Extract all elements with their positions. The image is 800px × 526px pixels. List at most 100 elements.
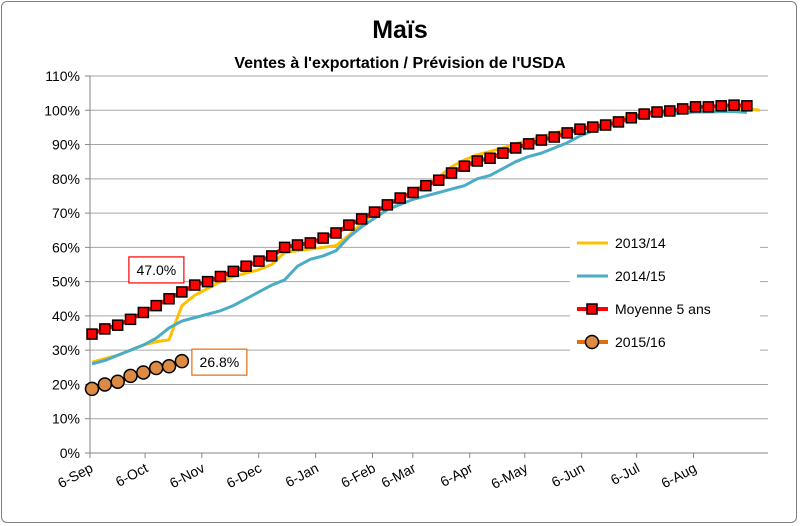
data-point: [343, 219, 355, 231]
x-tick-label: 6-Feb: [338, 459, 378, 490]
data-point: [304, 237, 317, 249]
legend-item: Moyenne 5 ans: [577, 301, 711, 317]
data-point: [574, 123, 586, 135]
x-tick-label: 6-Jul: [608, 460, 642, 488]
x-tick-label: 6-Jan: [283, 460, 321, 491]
series-2015-16: [84, 353, 190, 397]
y-tick-label: 20%: [52, 376, 80, 392]
x-tick-label: 6-Apr: [437, 459, 475, 489]
data-point: [278, 241, 291, 254]
data-point: [728, 99, 740, 111]
data-point: [86, 328, 98, 340]
series-line: [91, 103, 747, 336]
data-point: [355, 213, 368, 225]
data-point: [161, 359, 177, 374]
legend-label: 2015/16: [615, 334, 666, 350]
x-tick-label: 6-Aug: [658, 460, 698, 492]
data-point: [381, 199, 394, 211]
data-point: [240, 260, 252, 272]
data-point: [188, 279, 201, 291]
data-point: [458, 160, 471, 172]
data-point: [599, 119, 612, 131]
data-point: [266, 250, 278, 262]
data-point: [84, 381, 100, 397]
data-point: [407, 186, 419, 199]
x-tick-label: 6-May: [488, 460, 530, 492]
data-point: [420, 179, 432, 192]
data-point: [561, 127, 573, 139]
x-tick-label: 6-Jun: [549, 460, 587, 491]
data-label-annotation: 47.0%: [128, 256, 185, 284]
data-point: [484, 152, 496, 165]
data-point: [651, 106, 663, 118]
y-tick-label: 40%: [52, 308, 80, 324]
data-point: [163, 293, 175, 305]
legend-label: 2013/14: [615, 235, 666, 251]
data-point: [253, 255, 265, 267]
data-point: [214, 270, 227, 283]
data-point: [715, 100, 727, 112]
data-point: [111, 319, 124, 331]
data-point: [97, 377, 113, 392]
data-label-annotation: 26.8%: [191, 348, 248, 376]
series-moyenne-5-ans: [86, 99, 753, 340]
y-tick-label: 100%: [44, 102, 80, 118]
data-point: [227, 265, 239, 278]
data-point: [445, 167, 458, 179]
data-point: [638, 108, 650, 120]
y-tick-label: 80%: [52, 171, 80, 187]
x-tick-label: 6-Nov: [167, 460, 207, 492]
y-tick-label: 10%: [52, 411, 80, 427]
x-tick-label: 6-Dec: [224, 460, 264, 492]
data-point: [176, 286, 188, 298]
legend-item: 2015/16: [577, 334, 666, 350]
data-point: [535, 134, 548, 146]
y-tick-label: 110%: [45, 68, 80, 84]
data-point: [150, 299, 162, 312]
x-tick-label: 6-Sep: [55, 459, 96, 491]
data-label: 47.0%: [137, 262, 177, 278]
x-tick-label: 6-Oct: [113, 459, 151, 489]
data-point: [432, 174, 445, 186]
y-tick-label: 90%: [52, 137, 80, 153]
data-point: [587, 121, 599, 133]
data-point: [702, 101, 715, 113]
legend-item: 2013/14: [577, 235, 666, 251]
y-tick-label: 60%: [52, 239, 80, 255]
data-label-box: [191, 348, 248, 376]
legend-label: 2014/15: [615, 268, 666, 284]
data-point: [148, 360, 164, 376]
data-point: [689, 101, 702, 113]
data-point: [137, 306, 150, 319]
y-tick-label: 70%: [52, 205, 80, 221]
legend-marker: [586, 303, 598, 315]
data-point: [123, 368, 138, 384]
data-point: [510, 142, 522, 154]
data-point: [136, 365, 151, 380]
legend-marker: [584, 334, 600, 350]
data-point: [612, 116, 625, 128]
chart-title: Maïs: [372, 16, 428, 44]
y-tick-label: 50%: [52, 274, 80, 290]
legend-item: 2014/15: [577, 268, 666, 284]
data-point: [368, 206, 381, 218]
y-tick-label: 0%: [60, 445, 80, 461]
legend-label: Moyenne 5 ans: [615, 301, 711, 317]
legend-background: [570, 226, 760, 358]
data-point: [676, 103, 689, 115]
data-point: [625, 112, 638, 124]
data-point: [317, 232, 329, 244]
data-point: [394, 192, 406, 204]
data-point: [664, 105, 676, 117]
data-point: [497, 147, 509, 159]
data-label-box: [128, 256, 185, 284]
data-point: [124, 313, 137, 326]
y-tick-label: 30%: [52, 342, 80, 358]
data-point: [110, 374, 125, 389]
data-point: [201, 275, 214, 288]
data-point: [471, 155, 483, 167]
data-point: [741, 100, 753, 112]
data-point: [99, 323, 111, 335]
